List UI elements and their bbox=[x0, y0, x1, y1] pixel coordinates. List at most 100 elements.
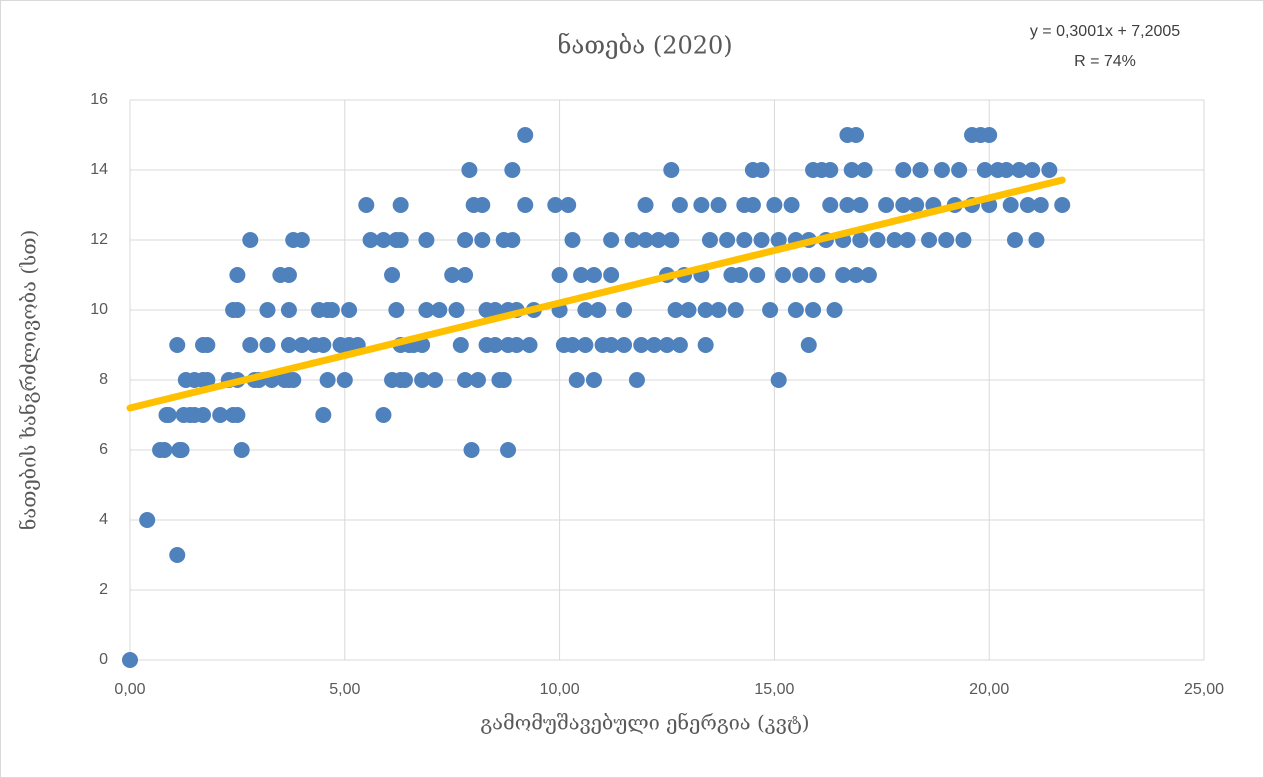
point bbox=[663, 162, 680, 178]
point bbox=[663, 232, 680, 248]
point bbox=[1006, 232, 1023, 248]
point bbox=[487, 302, 504, 318]
point bbox=[856, 162, 873, 178]
point bbox=[671, 337, 688, 353]
point bbox=[293, 232, 310, 248]
point bbox=[585, 372, 602, 388]
point bbox=[280, 302, 297, 318]
point bbox=[667, 302, 684, 318]
point bbox=[671, 197, 688, 213]
point bbox=[384, 267, 401, 283]
point bbox=[783, 197, 800, 213]
point bbox=[603, 232, 620, 248]
point bbox=[280, 267, 297, 283]
point bbox=[792, 267, 809, 283]
point bbox=[800, 337, 817, 353]
y-tick-label: 8 bbox=[99, 371, 108, 388]
point bbox=[139, 512, 156, 528]
annotation: R = 74% bbox=[1074, 53, 1136, 70]
point bbox=[848, 267, 865, 283]
point bbox=[659, 337, 675, 353]
point bbox=[878, 197, 895, 213]
point bbox=[547, 197, 564, 213]
point bbox=[463, 442, 480, 458]
point bbox=[616, 337, 633, 353]
y-tick-label: 16 bbox=[90, 91, 108, 108]
point bbox=[774, 267, 791, 283]
point bbox=[809, 267, 826, 283]
point bbox=[341, 302, 358, 318]
point bbox=[710, 197, 727, 213]
point bbox=[396, 372, 413, 388]
point bbox=[998, 162, 1015, 178]
point bbox=[229, 302, 246, 318]
point bbox=[869, 232, 886, 248]
point bbox=[951, 162, 968, 178]
point bbox=[895, 162, 912, 178]
point bbox=[680, 302, 697, 318]
point bbox=[444, 267, 461, 283]
point bbox=[577, 337, 594, 353]
point bbox=[839, 197, 856, 213]
point bbox=[1019, 197, 1036, 213]
point bbox=[293, 337, 310, 353]
y-tick-label: 12 bbox=[90, 231, 108, 248]
point bbox=[474, 197, 491, 213]
point bbox=[504, 232, 521, 248]
point bbox=[418, 232, 435, 248]
point bbox=[895, 197, 912, 213]
point bbox=[431, 302, 448, 318]
point bbox=[822, 197, 839, 213]
point bbox=[315, 337, 332, 353]
point bbox=[852, 197, 869, 213]
point bbox=[319, 372, 336, 388]
point bbox=[452, 337, 469, 353]
x-tick-label: 15,00 bbox=[754, 681, 794, 698]
point bbox=[921, 232, 938, 248]
point bbox=[976, 162, 993, 178]
point bbox=[233, 442, 250, 458]
point bbox=[753, 162, 770, 178]
point bbox=[787, 302, 804, 318]
x-tick-label: 5,00 bbox=[329, 681, 360, 698]
point bbox=[899, 232, 916, 248]
point bbox=[710, 302, 727, 318]
point bbox=[392, 232, 409, 248]
point bbox=[259, 302, 276, 318]
point bbox=[517, 197, 534, 213]
point bbox=[590, 302, 607, 318]
point bbox=[418, 302, 435, 318]
point bbox=[280, 337, 297, 353]
point bbox=[375, 407, 392, 423]
point bbox=[414, 372, 431, 388]
point bbox=[195, 407, 212, 423]
point bbox=[564, 232, 581, 248]
y-tick-label: 10 bbox=[90, 301, 108, 318]
point bbox=[199, 372, 216, 388]
point bbox=[912, 162, 929, 178]
point bbox=[955, 232, 972, 248]
point bbox=[646, 337, 663, 353]
point bbox=[1024, 162, 1041, 178]
point bbox=[848, 127, 865, 143]
point bbox=[637, 232, 654, 248]
point bbox=[457, 267, 474, 283]
y-axis-title: ნათების ხანგრძლივობა (სთ) bbox=[17, 230, 41, 531]
point bbox=[886, 232, 903, 248]
point bbox=[933, 162, 950, 178]
point bbox=[1028, 232, 1045, 248]
point bbox=[427, 372, 444, 388]
point bbox=[770, 232, 787, 248]
point bbox=[766, 197, 783, 213]
point bbox=[388, 302, 405, 318]
y-tick-label: 0 bbox=[99, 651, 108, 668]
point bbox=[770, 372, 787, 388]
point bbox=[822, 162, 839, 178]
point bbox=[259, 337, 276, 353]
point bbox=[229, 267, 246, 283]
point bbox=[242, 232, 259, 248]
point bbox=[719, 232, 736, 248]
x-tick-label: 25,00 bbox=[1184, 681, 1224, 698]
trendline bbox=[126, 176, 1066, 412]
